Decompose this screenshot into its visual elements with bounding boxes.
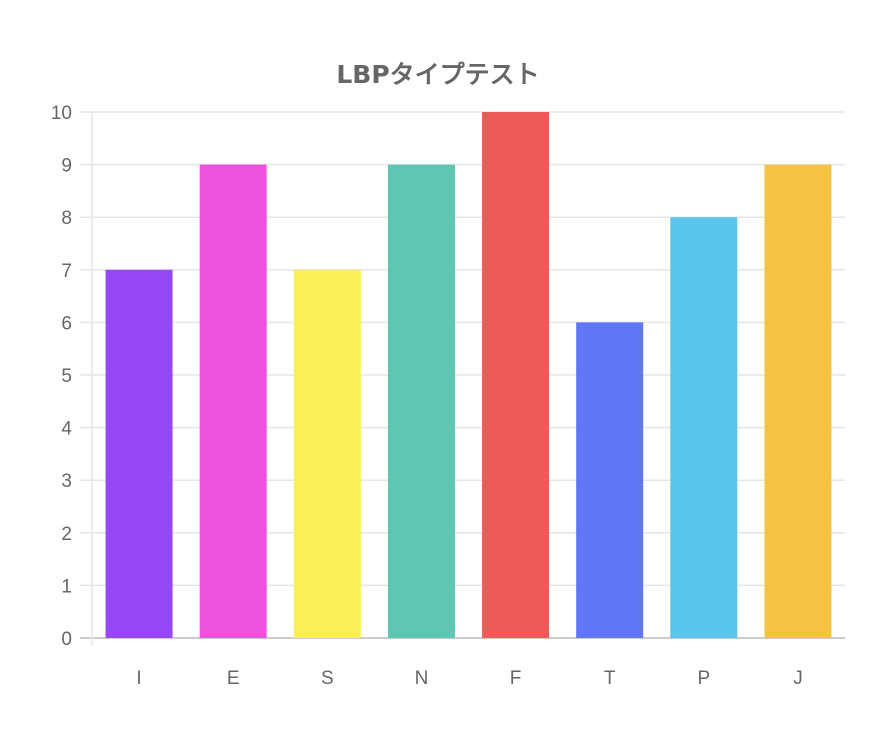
x-tick-label: S <box>321 668 334 689</box>
y-tick-label: 2 <box>61 524 72 545</box>
y-tick-label: 3 <box>61 471 72 492</box>
x-tick-label: F <box>510 668 522 689</box>
y-tick-label: 8 <box>61 208 72 229</box>
x-tick-label: I <box>136 668 141 689</box>
y-axis: 0 1 2 3 4 5 6 7 8 9 10 <box>51 103 73 650</box>
bar-F <box>482 112 550 638</box>
bar-I <box>105 269 173 638</box>
bars <box>105 112 832 638</box>
y-tick-label: 9 <box>61 156 72 177</box>
y-tick-label: 10 <box>51 103 72 124</box>
bar-N <box>387 164 455 638</box>
y-tick-label: 5 <box>61 366 72 387</box>
bar-T <box>576 322 644 638</box>
y-tick-label: 6 <box>61 313 72 334</box>
x-tick-label: E <box>227 668 240 689</box>
bar-E <box>199 164 267 638</box>
y-tick-label: 1 <box>61 576 72 597</box>
chart-title: LBPタイプテスト <box>336 60 539 89</box>
x-tick-label: P <box>697 668 710 689</box>
x-tick-label: N <box>415 668 429 689</box>
bar-J <box>764 164 832 638</box>
bar-P <box>670 217 738 638</box>
bar-S <box>293 269 361 638</box>
x-tick-label: T <box>604 668 616 689</box>
y-tick-label: 0 <box>61 629 72 650</box>
y-tick-label: 4 <box>61 419 72 440</box>
y-tick-label: 7 <box>61 261 72 282</box>
x-tick-label: J <box>793 668 803 689</box>
